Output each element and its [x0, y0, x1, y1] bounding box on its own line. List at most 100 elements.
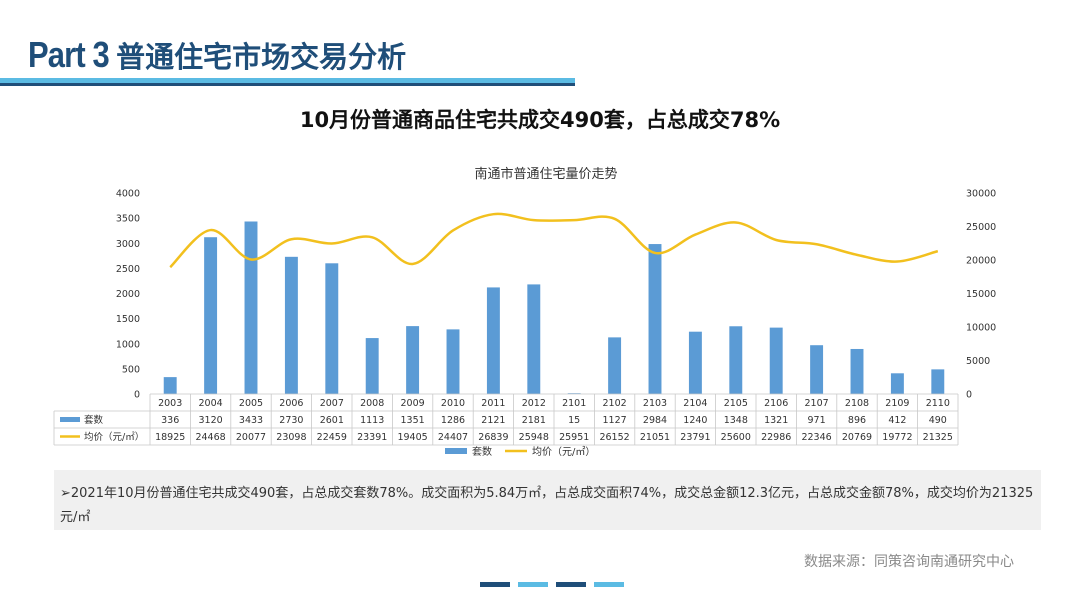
- bar-2005: [244, 221, 258, 394]
- table-cell: 1127: [603, 415, 627, 426]
- table-cell: 3433: [239, 415, 263, 426]
- data-source: 数据来源：同策咨询南通研究中心: [804, 554, 1014, 570]
- right-axis-tick-label: 10000: [966, 323, 996, 334]
- section-title: 普通住宅市场交易分析: [116, 40, 407, 74]
- bar-2008: [365, 338, 379, 394]
- chart-title: 南通市普通住宅量价走势: [474, 166, 617, 182]
- left-axis-tick-label: 2500: [116, 264, 140, 275]
- left-axis-tick-label: 0: [134, 390, 140, 401]
- x-tick-label: 2110: [926, 398, 950, 409]
- bar-2006: [284, 256, 298, 394]
- bar-2011: [486, 287, 500, 394]
- table-cell: 2730: [279, 415, 303, 426]
- table-cell: 896: [848, 415, 866, 426]
- bar-2003: [163, 377, 177, 394]
- table-cell: 2181: [522, 415, 546, 426]
- table-cell: 1286: [441, 415, 465, 426]
- table-cell: 22346: [801, 432, 831, 443]
- left-axis: 0 500 1000 1500 2000 2500 3000 3500 4000: [116, 189, 140, 401]
- x-tick-label: 2108: [845, 398, 869, 409]
- table-cell: 1240: [683, 415, 707, 426]
- table-cell: 22986: [761, 432, 791, 443]
- bar-2012: [527, 284, 541, 394]
- bar-2010: [446, 329, 460, 394]
- right-axis: 0 5000 10000 15000 20000 25000 30000: [966, 189, 996, 401]
- table-cell: 490: [929, 415, 947, 426]
- table-cell: 3120: [199, 415, 223, 426]
- x-tick-label: 2106: [764, 398, 788, 409]
- table-cell: 21325: [923, 432, 953, 443]
- table-cell: 20077: [236, 432, 266, 443]
- x-tick-label: 2101: [562, 398, 586, 409]
- table-cell: 2121: [481, 415, 505, 426]
- section-header: Part 3 普通住宅市场交易分析: [28, 34, 406, 76]
- bar-2102: [608, 337, 622, 394]
- table-cell: 23791: [680, 432, 710, 443]
- legend-label: 均价（元/㎡）: [532, 446, 595, 458]
- x-tick-label: 2105: [724, 398, 748, 409]
- bar-2108: [850, 348, 864, 394]
- x-tick-label: 2005: [239, 398, 263, 409]
- table-cell: 24407: [438, 432, 468, 443]
- data-table: 2003 2004 2005 2006 2007 2008 2009 2010 2011 2012…: [53, 393, 959, 446]
- note-box: ➢2021年10月份普通住宅共成交490套，占总成交套数78%。成交面积为5.8…: [54, 470, 1041, 530]
- bar-2103: [648, 244, 662, 394]
- table-cell: 412: [888, 415, 906, 426]
- table-cell: 20769: [842, 432, 872, 443]
- right-axis-tick-label: 25000: [966, 222, 996, 233]
- x-tick-label: 2107: [805, 398, 829, 409]
- price-line: [169, 212, 939, 269]
- table-cell: 2601: [320, 415, 344, 426]
- bar-2105: [729, 326, 743, 394]
- table-cell: 1348: [724, 415, 748, 426]
- table-cell: 971: [808, 415, 826, 426]
- x-tick-label: 2011: [481, 398, 505, 409]
- table-cell: 15: [568, 415, 580, 426]
- table-cell: 25600: [721, 432, 751, 443]
- left-axis-tick-label: 500: [122, 364, 140, 375]
- x-tick-label: 2008: [360, 398, 384, 409]
- footer-bar: [594, 582, 624, 587]
- table-cell: 26152: [599, 432, 629, 443]
- x-tick-label: 2109: [885, 398, 909, 409]
- header-underline-dark: [0, 83, 575, 86]
- x-tick-label: 2104: [683, 398, 707, 409]
- x-tick-label: 2006: [279, 398, 303, 409]
- footer-decoration: [480, 582, 624, 587]
- x-tick-label: 2007: [320, 398, 344, 409]
- bar-2007: [325, 263, 339, 394]
- table-cell: 1351: [401, 415, 425, 426]
- right-axis-tick-label: 0: [966, 390, 972, 401]
- left-axis-tick-label: 1000: [116, 339, 140, 350]
- left-axis-tick-label: 4000: [116, 189, 140, 200]
- x-tick-label: 2103: [643, 398, 667, 409]
- line-series: [169, 212, 939, 269]
- table-cell: 24468: [195, 432, 225, 443]
- table-cell: 21051: [640, 432, 670, 443]
- chart-svg: 南通市普通住宅量价走势 0 500 1000 1500 2000 2500 3000 3500…: [53, 166, 996, 458]
- table-cell: 25948: [519, 432, 549, 443]
- table-cell: 23098: [276, 432, 306, 443]
- footer-bar: [480, 582, 510, 587]
- footer-bar: [518, 582, 548, 587]
- header-underline-light: [0, 78, 575, 83]
- table-cell: 336: [161, 415, 179, 426]
- footer-bar: [556, 582, 586, 587]
- legend-bar-swatch: [445, 448, 467, 454]
- x-tick-label: 2012: [522, 398, 546, 409]
- bar-2110: [931, 369, 945, 394]
- right-axis-tick-label: 30000: [966, 189, 996, 200]
- table-cell: 1321: [764, 415, 788, 426]
- chart-legend: 套数 均价（元/㎡）: [445, 445, 595, 458]
- bar-2107: [810, 345, 824, 394]
- table-cell: 1113: [360, 415, 384, 426]
- slide-headline: 10月份普通商品住宅共成交490套，占总成交78%: [299, 108, 781, 132]
- table-series-name: 套数: [84, 414, 104, 426]
- x-tick-label: 2102: [603, 398, 627, 409]
- bar-2109: [890, 373, 904, 394]
- table-cell: 25951: [559, 432, 589, 443]
- bar-2104: [688, 331, 702, 394]
- left-axis-tick-label: 1500: [116, 314, 140, 325]
- table-cell: 19772: [882, 432, 912, 443]
- right-axis-tick-label: 20000: [966, 256, 996, 267]
